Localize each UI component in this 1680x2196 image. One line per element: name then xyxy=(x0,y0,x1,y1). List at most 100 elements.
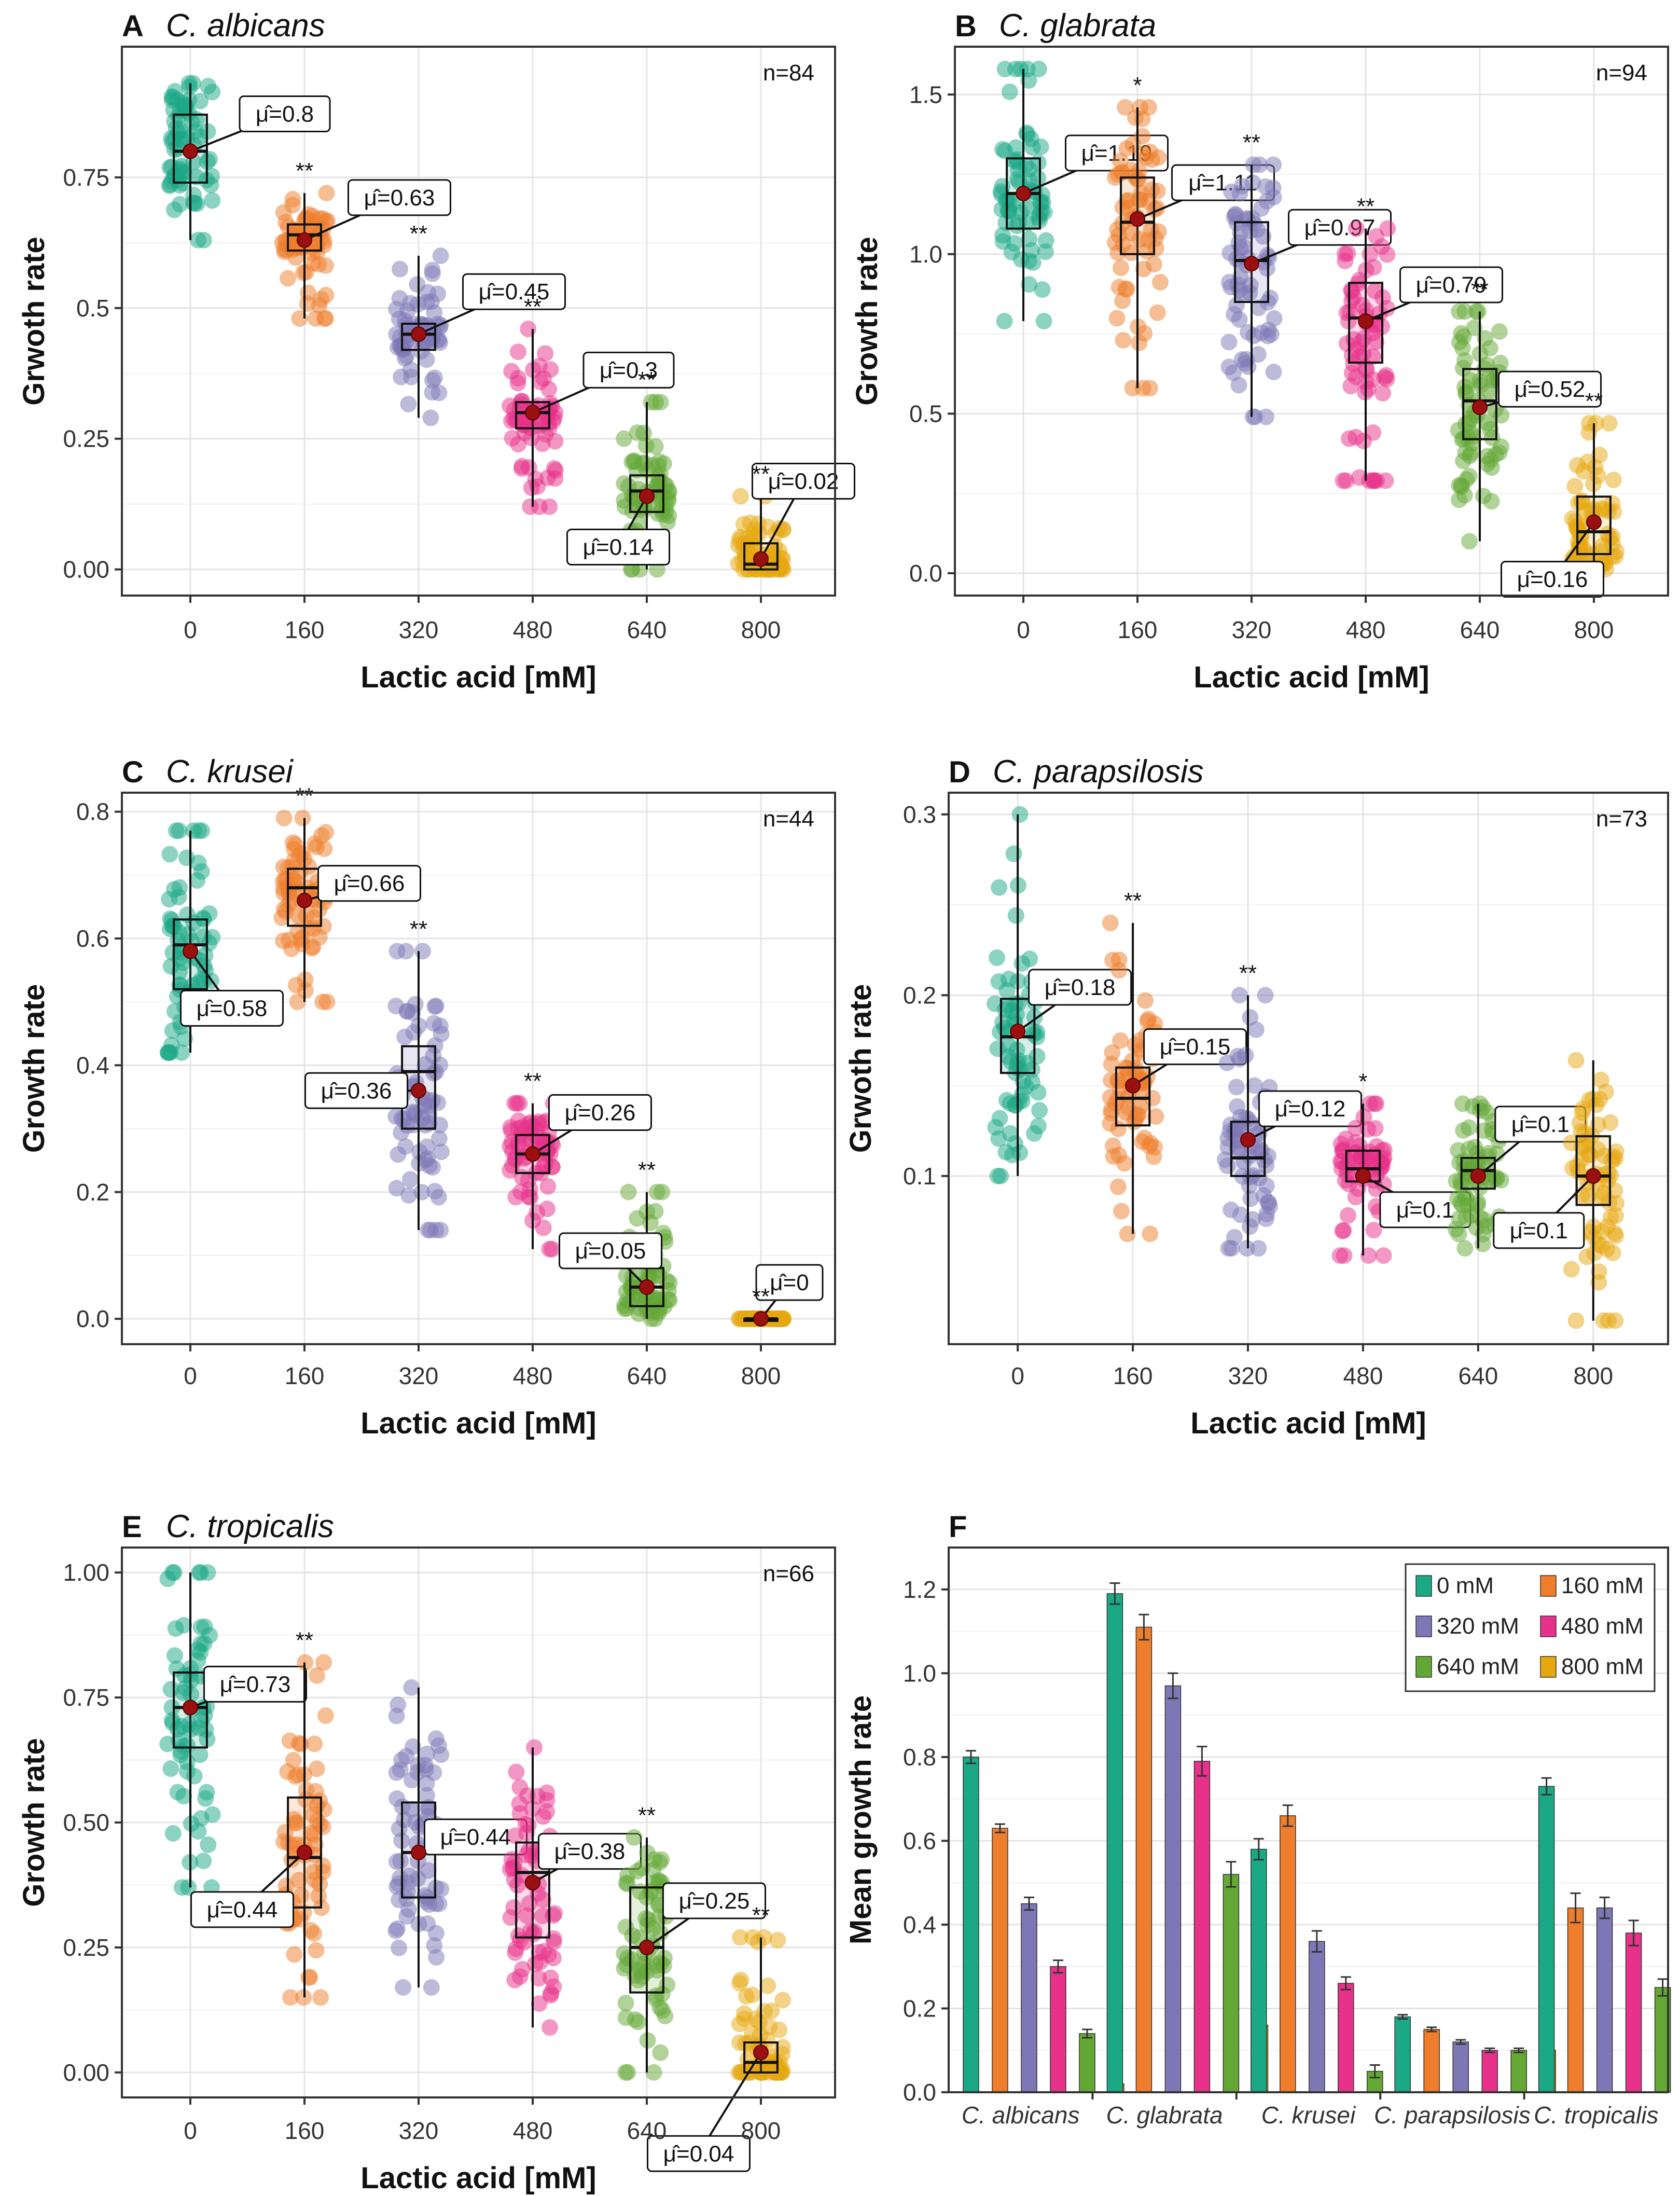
data-point xyxy=(1258,1157,1275,1174)
mean-point-160 xyxy=(1130,211,1145,227)
data-point xyxy=(1233,351,1251,368)
data-point xyxy=(1020,252,1037,269)
mean-label-prefix: μ̂= xyxy=(600,357,626,383)
data-point xyxy=(420,284,437,301)
data-point xyxy=(744,1986,761,2004)
mean-label-prefix: μ̂= xyxy=(220,1672,246,1697)
data-point xyxy=(1011,1144,1029,1162)
data-point xyxy=(396,350,413,367)
data-point xyxy=(1136,325,1153,342)
mean-label-640: μ̂=0.52 xyxy=(1515,377,1586,402)
data-point xyxy=(1241,1177,1258,1194)
data-point xyxy=(195,1853,212,1870)
mean-point-0 xyxy=(183,943,198,959)
y-tick-label: 1.5 xyxy=(909,81,942,108)
x-axis-title: Lactic acid [mM] xyxy=(1193,660,1429,694)
mean-label-prefix: μ̂= xyxy=(1517,567,1544,592)
data-point xyxy=(308,1667,325,1684)
data-point xyxy=(1482,421,1499,438)
mean-label-prefix: μ̂= xyxy=(1515,377,1541,402)
mean-label-box xyxy=(559,1232,662,1269)
data-point xyxy=(1109,166,1127,183)
data-point xyxy=(1566,478,1584,495)
mean-label-value: 0.26 xyxy=(591,1100,636,1125)
data-point xyxy=(192,1810,210,1827)
data-point xyxy=(388,1180,405,1197)
significance-marker: ** xyxy=(1357,194,1374,219)
data-point xyxy=(1118,192,1135,210)
legend-box xyxy=(1405,1563,1656,1692)
bar-320mM-1 xyxy=(1164,1685,1182,2093)
legend-swatch xyxy=(1540,1656,1557,1678)
y-tick-label: 0.75 xyxy=(63,164,109,191)
mean-label-480: μ̂=0.1 xyxy=(1396,1197,1454,1223)
mean-label-box xyxy=(180,989,284,1027)
mean-point-320 xyxy=(1240,1132,1256,1148)
significance-marker: ** xyxy=(524,294,542,320)
data-point xyxy=(315,1654,332,1671)
data-point xyxy=(1004,195,1021,212)
data-point xyxy=(735,516,752,533)
data-point xyxy=(539,1178,557,1195)
data-point xyxy=(1372,1159,1390,1176)
y-tick-label: 0.6 xyxy=(903,1827,936,1854)
data-point xyxy=(1589,467,1606,484)
data-point xyxy=(306,1735,323,1752)
mean-label-box xyxy=(582,351,675,389)
data-point xyxy=(652,1924,669,1941)
mean-label-800: μ̂=0.16 xyxy=(1517,567,1588,592)
bar-480mM-3 xyxy=(1481,2050,1498,2093)
data-point xyxy=(1488,1169,1505,1186)
data-point xyxy=(308,1760,325,1777)
mean-label-prefix: μ̂= xyxy=(1160,1034,1186,1060)
data-point xyxy=(388,943,406,960)
x-tick-label: 480 xyxy=(513,2117,553,2144)
y-axis-title: Grwoth rate xyxy=(17,237,51,406)
mean-label-value: 0.12 xyxy=(1301,1096,1346,1122)
data-point xyxy=(1578,1248,1595,1265)
data-point xyxy=(418,351,435,368)
data-point xyxy=(989,949,1006,966)
mean-label-value: 0.04 xyxy=(690,2141,734,2166)
data-point xyxy=(1601,415,1618,432)
data-point xyxy=(433,1881,450,1898)
data-point xyxy=(286,1815,303,1832)
data-point xyxy=(1593,1189,1610,1206)
data-point xyxy=(1118,1104,1135,1121)
data-point xyxy=(624,1951,641,1968)
data-point xyxy=(1141,380,1158,397)
data-point xyxy=(1115,332,1132,349)
x-tick-label: 800 xyxy=(741,616,781,643)
significance-marker: ** xyxy=(1243,130,1260,156)
data-point xyxy=(661,1274,678,1291)
bar-0mM-4 xyxy=(1538,1786,1555,2093)
mean-point-480 xyxy=(525,1146,540,1162)
mean-label-value: 0.02 xyxy=(795,468,839,494)
sample-size-label: n=94 xyxy=(1596,60,1647,86)
x-tick-label: 0 xyxy=(1017,616,1030,643)
mean-label-prefix: μ̂= xyxy=(334,871,360,896)
mean-label-640: μ̂=0.05 xyxy=(575,1238,646,1264)
x-tick-label: 0 xyxy=(184,1362,197,1389)
mean-label-box xyxy=(752,462,855,500)
data-point xyxy=(414,943,432,960)
bar-0mM-1 xyxy=(1106,1593,1123,2093)
mean-label-800: μ̂=0.02 xyxy=(768,468,839,494)
mean-label-prefix: μ̂= xyxy=(1188,170,1215,196)
x-tick-label: C. albicans xyxy=(962,2102,1080,2129)
data-point xyxy=(771,2021,788,2038)
points-800 xyxy=(1563,415,1625,582)
data-point xyxy=(395,1979,412,1996)
mean-point-480 xyxy=(525,405,540,421)
data-point xyxy=(1141,1138,1158,1155)
mean-label-value: 0.38 xyxy=(581,1839,626,1864)
data-point xyxy=(1250,1240,1267,1257)
mean-label-prefix: μ̂= xyxy=(197,996,223,1021)
panel-title: C. krusei xyxy=(166,754,294,790)
data-point xyxy=(424,384,441,401)
mean-label-640: μ̂=0.1 xyxy=(1511,1112,1570,1137)
bar-0mM-3 xyxy=(1394,2016,1411,2093)
mean-label-160: μ̂=0.66 xyxy=(334,871,405,896)
data-point xyxy=(1249,1143,1267,1161)
x-tick-label: 160 xyxy=(1118,616,1158,643)
